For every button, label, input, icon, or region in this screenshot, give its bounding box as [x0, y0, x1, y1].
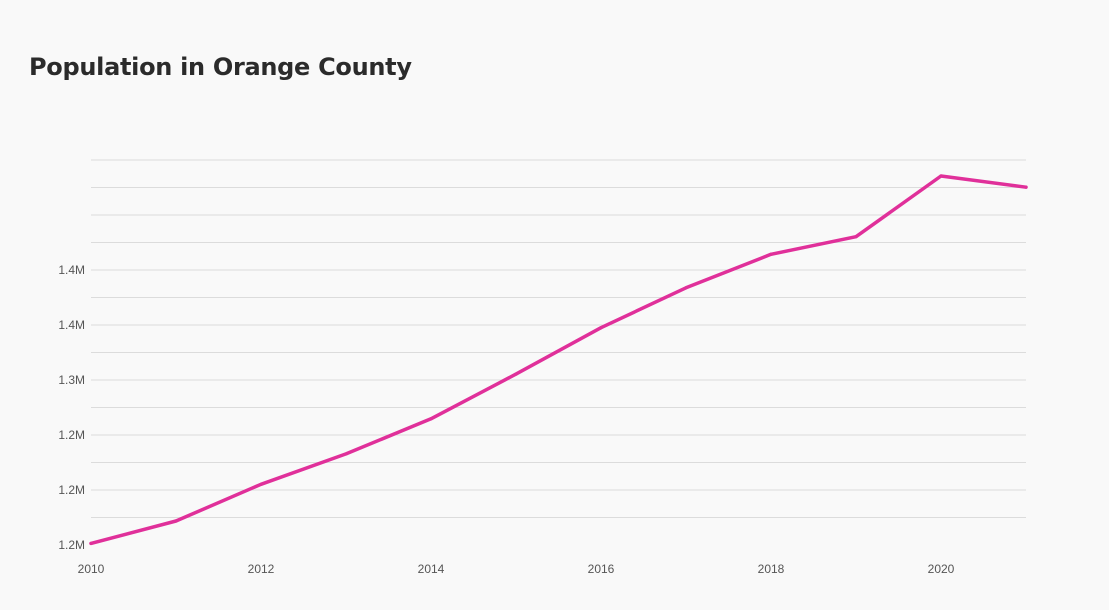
data-point: [259, 482, 263, 486]
y-tick-label: 1.2M: [58, 538, 85, 552]
series-layer: [89, 174, 1028, 546]
y-tick-label: 1.4M: [58, 318, 85, 332]
data-point: [939, 174, 943, 178]
y-tick-label: 1.2M: [58, 483, 85, 497]
x-tick-label: 2016: [588, 562, 615, 576]
data-point: [599, 326, 603, 330]
series-line: [89, 174, 1028, 546]
x-tick-label: 2018: [758, 562, 785, 576]
y-axis-ticks: 1.2M 1.2M 1.2M 1.3M 1.4M 1.4M: [58, 263, 85, 552]
x-axis-ticks: 2010 2012 2014 2016 2018 2020: [78, 562, 955, 576]
grid-layer: [91, 159, 1026, 518]
data-point: [344, 452, 348, 456]
data-point: [854, 235, 858, 239]
chart-title: Population in Orange County: [29, 53, 412, 81]
x-tick-label: 2010: [78, 562, 105, 576]
data-point: [769, 252, 773, 256]
data-point: [514, 372, 518, 376]
data-point: [429, 417, 433, 421]
x-tick-label: 2012: [248, 562, 275, 576]
data-point: [1024, 185, 1028, 189]
data-point: [684, 286, 688, 290]
y-tick-label: 1.4M: [58, 263, 85, 277]
y-tick-label: 1.2M: [58, 428, 85, 442]
data-point: [174, 519, 178, 523]
data-point: [89, 541, 93, 546]
x-tick-label: 2014: [418, 562, 445, 576]
y-tick-label: 1.3M: [58, 373, 85, 387]
x-tick-label: 2020: [928, 562, 955, 576]
